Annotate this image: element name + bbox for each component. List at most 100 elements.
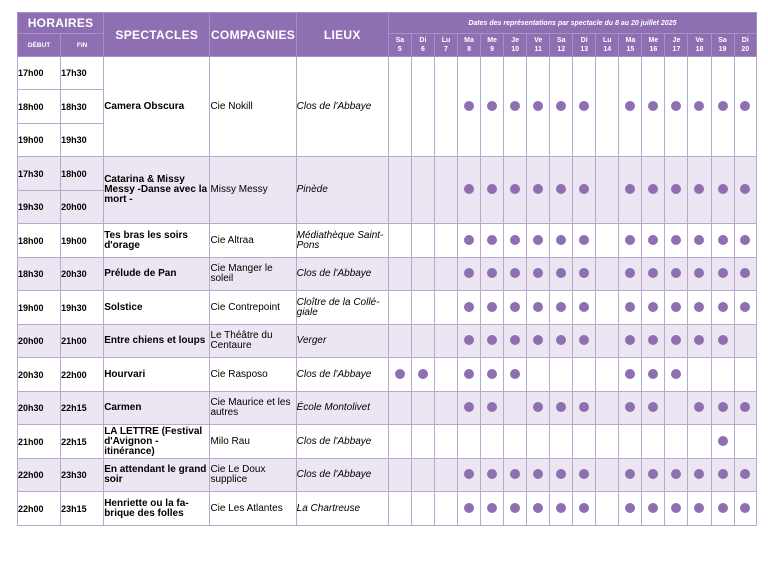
date-cell [664,56,689,157]
debut-cell: 20h00 [16,324,62,358]
compagnies-header: COMPAGNIES [209,12,297,57]
day-header: Sa 5 [387,33,412,57]
date-cell [480,458,505,492]
date-cell [503,458,528,492]
schedule-table: HORAIRES SPECTACLES COMPAGNIES LIEUX Dat… [16,12,758,526]
date-cell [549,290,574,325]
performance-dot-icon [648,184,659,194]
table-row: 18h30 20h30 Prélude de Pan Cie Manger le so… [16,257,758,291]
performance-dot-icon [740,469,751,479]
performance-dot-icon [417,368,428,379]
performance-dot-icon [717,402,728,412]
show-title: En attendant le grand soir [103,458,211,492]
date-cell [664,491,689,526]
date-cell [618,290,643,325]
performance-dot-icon [717,435,728,446]
date-cell [595,491,620,526]
performance-dot-icon [579,469,590,479]
fin-cell: 17h30 [60,56,105,90]
fin-cell: 19h30 [60,290,105,325]
fin-cell: 23h15 [60,491,105,526]
date-cell [733,391,758,425]
performance-dot-icon [648,234,659,245]
performance-dot-icon [648,368,659,379]
date-cell [410,424,435,459]
date-cell [710,257,735,291]
performance-dot-icon [487,234,498,245]
performance-dot-icon [533,469,544,479]
day-abbr: Ve [695,37,704,44]
performance-dot-icon [464,234,475,245]
performance-dot-icon [487,335,498,345]
date-cell [480,391,505,425]
table-row: 19h00 19h30 Solstice Cie Contrepoint Cloître… [16,290,758,325]
performance-dot-icon [671,184,682,194]
performance-dot-icon [464,100,475,111]
table-row: 18h00 18h30 [16,89,757,124]
performance-dot-icon [694,268,705,278]
date-cell [733,257,758,291]
date-cell [641,257,666,291]
performance-dot-icon [579,100,590,111]
date-cell [526,156,551,224]
date-cell [618,257,643,291]
date-cell [595,324,620,358]
date-cell [503,324,528,358]
venue-name: Verger [295,324,389,358]
performance-dot-icon [648,100,659,111]
date-cell [572,458,597,492]
performance-dot-icon [694,234,705,245]
performance-dot-icon [648,301,659,312]
company-name: Le Théâtre du Centaure [209,324,297,358]
performance-dot-icon [717,301,728,312]
date-cell [526,357,551,392]
date-cell [664,290,689,325]
show-title: Camera Obscura [103,56,211,157]
date-cell [641,56,666,157]
company-name: Cie Le Doux supplice [209,458,297,492]
day-number: 10 [511,46,520,53]
date-cell [733,56,758,157]
date-cell [687,290,712,325]
day-number: 16 [649,46,658,53]
day-number: 6 [420,46,425,53]
date-cell [410,491,435,526]
performance-dot-icon [510,335,521,345]
date-cell [526,424,551,459]
date-cell [433,257,459,291]
date-cell [526,491,551,526]
performance-dot-icon [464,335,475,345]
fin-cell: 20h30 [60,257,105,291]
lieux-header: LIEUX [295,12,389,57]
date-cell [710,290,735,325]
date-cell [687,391,712,425]
show-title: Catarina & Missy Messy -Danse avec la mo… [103,156,211,224]
performance-dot-icon [740,402,751,412]
venue-name: Clos de l'Abbaye [295,424,389,459]
date-cell [710,458,735,492]
date-cell [410,223,435,258]
performance-dot-icon [740,234,751,245]
date-cell [733,223,758,258]
fin-cell: 22h00 [60,357,105,392]
performance-dot-icon [694,184,705,194]
date-cell [733,156,758,224]
date-cell [549,458,574,492]
date-cell [410,290,435,325]
day-header: Me 9 [480,33,505,57]
date-cell [710,156,735,224]
performance-dot-icon [556,184,567,194]
fin-cell: 21h00 [60,324,105,358]
debut-cell: 19h00 [16,123,62,157]
fin-cell: 22h15 [60,391,105,425]
date-cell [526,257,551,291]
date-cell [456,491,482,526]
performance-dot-icon [717,268,728,278]
date-cell [410,56,435,157]
performance-dot-icon [717,469,728,479]
performance-dot-icon [533,234,544,245]
date-cell [595,56,620,157]
date-cell [410,324,435,358]
date-cell [410,257,435,291]
date-cell [503,56,528,157]
